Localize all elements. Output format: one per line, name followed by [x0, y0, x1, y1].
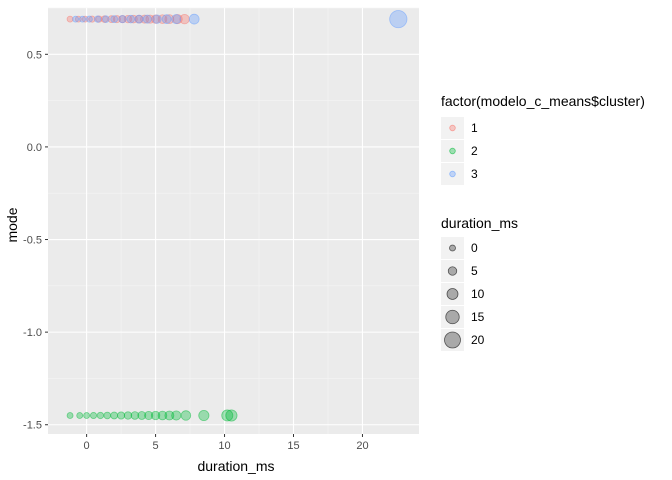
- y-tick-label: -1.5: [23, 420, 42, 432]
- data-point-cluster-2: [76, 412, 84, 419]
- data-point-cluster-3: [389, 10, 408, 29]
- data-point-cluster-3: [85, 15, 93, 23]
- data-point-cluster-2: [180, 410, 192, 421]
- data-point-cluster-2: [103, 411, 112, 420]
- legend-label-cluster-3: 3: [471, 167, 478, 181]
- y-axis-title: mode: [4, 207, 20, 242]
- y-tick-label: -1.0: [23, 327, 42, 339]
- data-point-cluster-2: [110, 411, 119, 420]
- legend-label-size-5: 5: [471, 264, 478, 278]
- legend-key-size-10: [446, 288, 459, 300]
- data-point-cluster-2: [164, 410, 175, 421]
- data-point-cluster-1: [164, 14, 175, 25]
- legend-key-background: [441, 237, 464, 259]
- data-point-cluster-3: [188, 13, 200, 25]
- legend-label-size-15: 15: [471, 310, 485, 324]
- data-point-cluster-3: [79, 15, 86, 23]
- data-point-cluster-1: [66, 15, 74, 23]
- data-point-cluster-3: [126, 14, 135, 24]
- data-point-cluster-2: [83, 412, 91, 419]
- data-point-cluster-1: [113, 15, 121, 24]
- data-point-cluster-3: [152, 14, 162, 24]
- data-point-cluster-2: [66, 412, 74, 419]
- legend-label-cluster-2: 2: [471, 144, 478, 158]
- data-point-cluster-2: [144, 410, 154, 421]
- legend-key-size-15: [445, 309, 460, 325]
- data-point-cluster-2: [137, 411, 147, 420]
- legend-key-background: [441, 163, 464, 185]
- axes: 0 5 10 15 20 0.5 0.0 -0.5 -1.0 -1.5: [23, 49, 369, 452]
- data-point-cluster-3: [161, 14, 172, 24]
- data-point-cluster-2: [150, 410, 161, 421]
- data-point-cluster-2: [225, 409, 238, 422]
- data-point-cluster-2: [198, 409, 210, 422]
- data-points: [66, 10, 408, 422]
- x-tick-label: 5: [153, 440, 159, 452]
- data-point-cluster-1: [145, 14, 155, 24]
- x-axis-title: duration_ms: [197, 458, 274, 474]
- legend-key-background: [441, 283, 464, 305]
- legend-label-size-20: 20: [471, 333, 485, 347]
- legend-key-size-5: [447, 266, 458, 276]
- x-tick-label: 20: [356, 440, 368, 452]
- data-point-cluster-3: [134, 14, 144, 24]
- data-point-cluster-2: [171, 410, 182, 421]
- data-point-cluster-2: [89, 411, 98, 420]
- data-point-cluster-3: [118, 15, 127, 24]
- legend-key-cluster-3: [449, 170, 456, 178]
- data-point-cluster-3: [94, 15, 102, 23]
- legend-label-size-10: 10: [471, 287, 485, 301]
- y-tick-label: 0.0: [27, 142, 42, 154]
- legend-key-size-0: [449, 244, 456, 252]
- plot-panel: [48, 7, 419, 434]
- legend-key-cluster-2: [449, 147, 456, 155]
- legend-key-cluster-1: [449, 124, 456, 132]
- data-point-cluster-3: [110, 15, 119, 24]
- color-legend-title: factor(modelo_c_means$cluster): [441, 93, 645, 109]
- legend-label-size-0: 0: [471, 241, 478, 255]
- legend-key-background: [441, 140, 464, 162]
- data-point-cluster-3: [171, 14, 182, 25]
- legend-key-background: [441, 306, 464, 328]
- size-legend: duration_ms 0 5 10 15 20: [441, 215, 518, 351]
- x-tick-label: 0: [84, 440, 90, 452]
- x-tick-label: 15: [287, 440, 299, 452]
- legend-key-background: [441, 117, 464, 139]
- data-point-cluster-2: [130, 411, 140, 420]
- x-tick-label: 10: [218, 440, 230, 452]
- data-point-cluster-3: [142, 14, 152, 24]
- panel-background: [48, 8, 419, 434]
- data-point-cluster-2: [221, 409, 234, 422]
- data-point-cluster-2: [117, 411, 126, 420]
- data-point-cluster-3: [102, 15, 110, 23]
- data-point-cluster-2: [96, 411, 105, 420]
- data-point-cluster-1: [107, 15, 116, 23]
- size-legend-title: duration_ms: [441, 215, 518, 231]
- legend-label-cluster-1: 1: [471, 121, 478, 135]
- y-tick-label: 0.5: [27, 49, 42, 61]
- data-point-cluster-2: [123, 411, 133, 420]
- legend-key-background: [441, 260, 464, 282]
- data-point-cluster-3: [72, 15, 79, 23]
- y-tick-label: -0.5: [23, 235, 42, 247]
- color-legend: factor(modelo_c_means$cluster) 1 2 3: [441, 93, 645, 185]
- legend-key-size-20: [444, 331, 461, 349]
- data-point-cluster-2: [157, 410, 168, 421]
